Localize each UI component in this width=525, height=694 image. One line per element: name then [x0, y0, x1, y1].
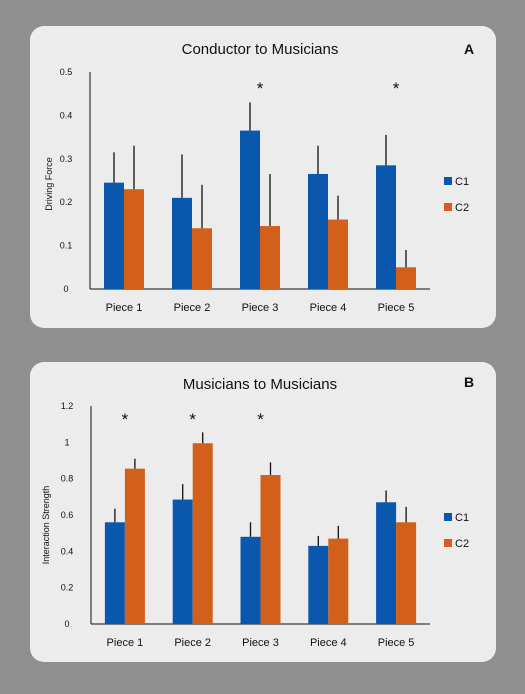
bar-c2: [192, 228, 212, 289]
x-tick-label: Piece 1: [106, 302, 143, 314]
y-tick-label: 1.2: [61, 401, 74, 411]
bar-c1: [308, 173, 328, 289]
bar-c1: [104, 522, 125, 624]
y-tick-label: 0.2: [61, 583, 74, 593]
y-tick-label: 0: [64, 619, 69, 629]
bar-c2: [124, 468, 145, 624]
y-tick-label: 0.8: [61, 474, 74, 484]
legend-swatch-c2: [444, 203, 452, 211]
bar-c2: [396, 522, 417, 624]
y-tick-label: 0.6: [61, 510, 74, 520]
y-tick-label: 0.4: [60, 110, 73, 120]
bar-c1: [308, 545, 329, 624]
x-tick-label: Piece 4: [310, 302, 347, 314]
chart-panel-b: Musicians to Musicians B Interaction Str…: [30, 362, 496, 662]
y-tick-label: 0.1: [60, 241, 73, 251]
bar-c1: [376, 165, 396, 289]
x-tick-label: Piece 5: [378, 302, 415, 314]
chart-a: Conductor to Musicians A Driving Force 0…: [44, 41, 474, 314]
significance-marker: *: [122, 410, 129, 429]
bar-c1: [172, 499, 193, 624]
bar-c1: [104, 182, 124, 289]
significance-marker: *: [189, 410, 196, 429]
chart-b: Musicians to Musicians B Interaction Str…: [41, 374, 474, 649]
y-axis-label: Driving Force: [44, 157, 54, 211]
bar-c2: [124, 189, 144, 289]
bar-c1: [376, 502, 397, 624]
bar-c2: [328, 219, 348, 289]
x-tick-label: Piece 2: [174, 302, 211, 314]
panel-letter: B: [464, 374, 474, 390]
bar-c2: [192, 443, 213, 624]
bar-c2: [328, 538, 349, 624]
panel-letter: A: [464, 41, 474, 57]
legend-label-c2: C2: [455, 202, 469, 214]
chart-title: Conductor to Musicians: [182, 41, 339, 58]
legend-swatch-c1: [444, 177, 452, 185]
chart-panel-a: Conductor to Musicians A Driving Force 0…: [30, 26, 496, 328]
significance-marker: *: [257, 410, 264, 429]
legend-swatch-c2: [444, 539, 452, 547]
x-tick-label: Piece 5: [378, 637, 415, 649]
y-axis-label: Interaction Strength: [41, 486, 51, 565]
bar-c1: [240, 130, 260, 289]
y-tick-label: 0.4: [61, 546, 74, 556]
bar-c1: [240, 536, 261, 624]
bar-c1: [172, 197, 192, 289]
y-tick-label: 0.3: [60, 154, 73, 164]
y-tick-label: 0: [63, 284, 68, 294]
bar-c2: [260, 475, 281, 624]
x-tick-label: Piece 3: [242, 637, 279, 649]
x-tick-label: Piece 4: [310, 637, 347, 649]
legend-label-c2: C2: [455, 538, 469, 550]
bar-c2: [396, 267, 416, 289]
significance-marker: *: [257, 79, 264, 98]
x-tick-label: Piece 1: [107, 637, 144, 649]
legend-label-c1: C1: [455, 176, 469, 188]
y-tick-label: 0.2: [60, 197, 73, 207]
x-tick-label: Piece 3: [242, 302, 279, 314]
y-tick-label: 0.5: [60, 67, 73, 77]
x-tick-label: Piece 2: [174, 637, 211, 649]
legend-label-c1: C1: [455, 512, 469, 524]
legend-swatch-c1: [444, 513, 452, 521]
bar-c2: [260, 226, 280, 289]
chart-title: Musicians to Musicians: [183, 376, 337, 393]
y-tick-label: 1: [64, 437, 69, 447]
significance-marker: *: [393, 79, 400, 98]
